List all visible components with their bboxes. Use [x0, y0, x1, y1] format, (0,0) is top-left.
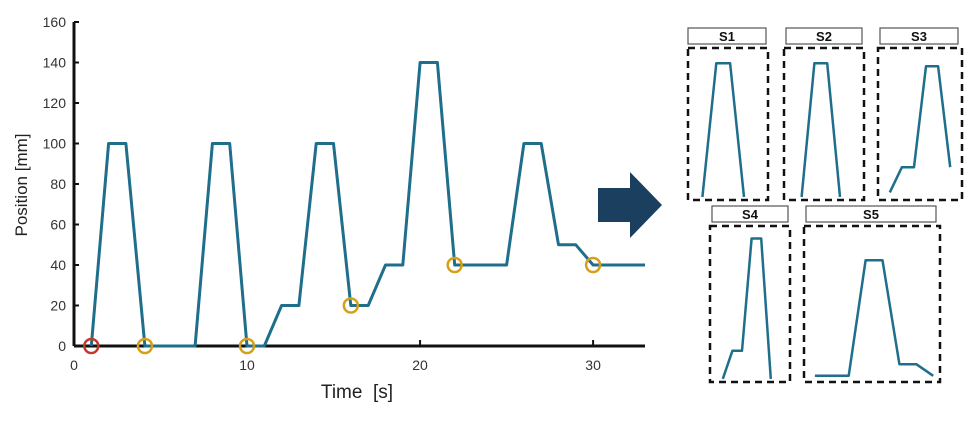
panel-label-box: [879, 27, 959, 45]
y-tick-label: 60: [50, 217, 66, 233]
y-tick-label: 40: [50, 257, 66, 273]
y-tick-label: 160: [43, 14, 67, 30]
panel-series-line: [701, 61, 746, 198]
segment-panels: S1 S2 S3 S4 S5: [686, 27, 964, 384]
panel-label-box: [687, 27, 767, 45]
segment-panel-s4: S4: [708, 205, 792, 384]
panel-frame: [686, 46, 770, 202]
event-marker: [238, 337, 256, 355]
panel-series-line: [814, 259, 934, 378]
panel-frame: [708, 224, 792, 384]
y-tick-label: 0: [58, 338, 66, 354]
panel-label: S3: [911, 29, 927, 44]
panel-series-line: [888, 64, 952, 193]
y-tick-label: 20: [50, 298, 66, 314]
y-tick-label: 140: [43, 55, 67, 71]
axes: [72, 22, 645, 348]
panel-series-line: [800, 61, 842, 198]
y-axis-label: Position [mm]: [12, 134, 31, 237]
panel-label-box: [711, 205, 789, 223]
segment-panel-s2: S2: [782, 27, 866, 202]
x-axis-label: Time [s]: [321, 382, 393, 403]
position-series-line: [89, 61, 645, 348]
segment-panel-s1: S1: [686, 27, 770, 202]
x-tick-label: 30: [585, 357, 601, 373]
segment-panel-s3: S3: [876, 27, 964, 202]
segment-panel-s5: S5: [802, 205, 942, 384]
main-chart: 0 20 40 60 80 100 120 140 160 0 10 20 30 Position [m…: [12, 14, 645, 403]
event-marker: [446, 256, 463, 274]
event-markers: [83, 256, 602, 355]
right-arrow-icon: [598, 172, 662, 238]
panel-label-box: [805, 205, 937, 223]
panel-label: S2: [816, 29, 832, 44]
event-marker: [83, 337, 100, 355]
panel-frame: [802, 224, 942, 384]
y-tick-label: 100: [43, 136, 67, 152]
panel-frame: [782, 46, 866, 202]
event-marker: [342, 297, 360, 314]
event-marker: [584, 256, 602, 274]
panel-label: S4: [742, 207, 759, 222]
y-tick-label: 120: [43, 95, 67, 111]
y-tick-label: 80: [50, 176, 66, 192]
panel-label: S1: [719, 29, 735, 44]
panel-series-line: [721, 237, 773, 380]
panel-label-box: [785, 27, 863, 45]
x-tick-label: 10: [239, 357, 255, 373]
x-tick-label: 20: [412, 357, 428, 373]
event-marker: [136, 337, 154, 355]
panel-frame: [876, 46, 964, 202]
panel-label: S5: [863, 207, 879, 222]
x-tick-label: 0: [70, 357, 78, 373]
